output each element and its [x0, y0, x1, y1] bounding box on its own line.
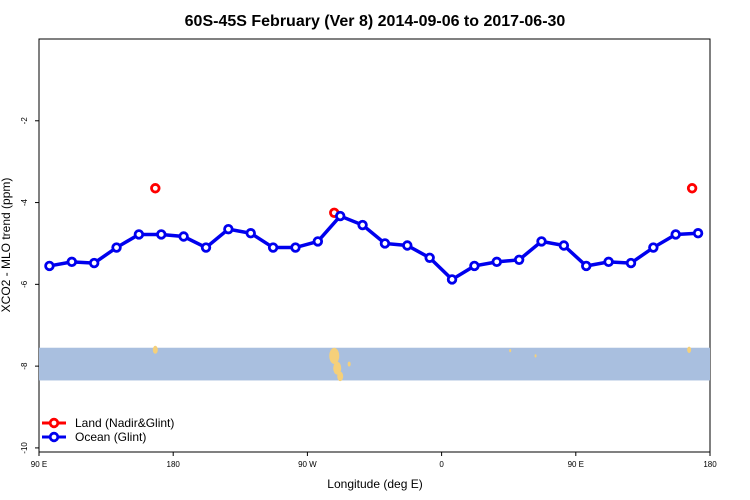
data-point — [558, 240, 570, 251]
data-point — [536, 236, 547, 247]
data-point — [267, 242, 279, 253]
data-point — [581, 260, 592, 272]
data-point — [111, 242, 122, 253]
plot-frame — [38, 38, 711, 453]
x-tick-label: 180 — [703, 460, 717, 469]
data-point — [469, 260, 480, 272]
data-point — [150, 183, 161, 194]
map-land-patch — [534, 354, 537, 358]
x-axis-label: Longitude (deg E) — [327, 477, 422, 491]
data-point — [245, 228, 256, 239]
data-point — [513, 254, 525, 266]
data-point — [357, 219, 368, 231]
series-line-ocean — [49, 213, 699, 282]
data-point — [603, 256, 614, 268]
legend-marker — [48, 417, 60, 429]
data-point — [178, 231, 189, 242]
y-tick-label: -4 — [20, 198, 29, 206]
data-point — [670, 229, 681, 240]
y-tick-label: -8 — [20, 362, 29, 370]
x-tick-label: 90 E — [31, 460, 47, 469]
data-point — [88, 257, 100, 269]
x-tick-label: 90 W — [298, 460, 317, 469]
data-point — [290, 242, 301, 253]
data-point — [424, 252, 435, 263]
data-point — [686, 183, 698, 194]
map-ocean — [39, 347, 710, 381]
data-point — [312, 236, 324, 247]
data-point — [223, 223, 234, 235]
legend-marker — [48, 431, 60, 443]
x-tick-label: 180 — [167, 460, 181, 469]
map-land-patch — [347, 361, 351, 367]
data-point — [648, 242, 659, 253]
data-point — [491, 256, 502, 268]
data-point — [379, 238, 391, 249]
data-point — [692, 228, 704, 239]
y-tick-label: -10 — [20, 442, 29, 454]
y-axis-label: XCO2 - MLO trend (ppm) — [0, 178, 13, 313]
y-axis: -10 -8 -6 -4 -2 — [20, 117, 39, 454]
chart-title: 60S-45S February (Ver 8) 2014-09-06 to 2… — [185, 13, 566, 30]
data-point — [133, 229, 145, 240]
data-point — [66, 256, 78, 268]
data-point — [200, 242, 212, 253]
map-land-patch — [152, 345, 158, 354]
map-land-patch — [509, 348, 512, 353]
data-point — [156, 229, 167, 240]
series-layer — [44, 183, 704, 285]
legend-label: Land (Nadir&Glint) — [75, 416, 174, 430]
y-tick-label: -2 — [20, 117, 29, 125]
map-land-patch — [333, 361, 342, 375]
data-point — [335, 210, 346, 222]
legend-label: Ocean (Glint) — [75, 430, 146, 444]
data-point — [402, 240, 413, 251]
series-land — [150, 183, 698, 218]
data-point — [44, 260, 55, 272]
series-ocean — [44, 210, 704, 285]
x-tick-label: 90 E — [568, 460, 584, 469]
data-point — [625, 257, 637, 269]
x-axis: 90 E 180 90 W 0 90 E 180 — [31, 452, 717, 469]
map-land-patch — [337, 371, 344, 382]
map-band — [39, 345, 710, 382]
legend: Land (Nadir&Glint)Ocean (Glint) — [42, 416, 174, 444]
data-point — [446, 274, 458, 285]
x-tick-label: 0 — [439, 460, 444, 469]
map-land-patch — [329, 347, 340, 364]
y-tick-label: -6 — [20, 280, 29, 288]
map-land-patch — [687, 346, 692, 353]
